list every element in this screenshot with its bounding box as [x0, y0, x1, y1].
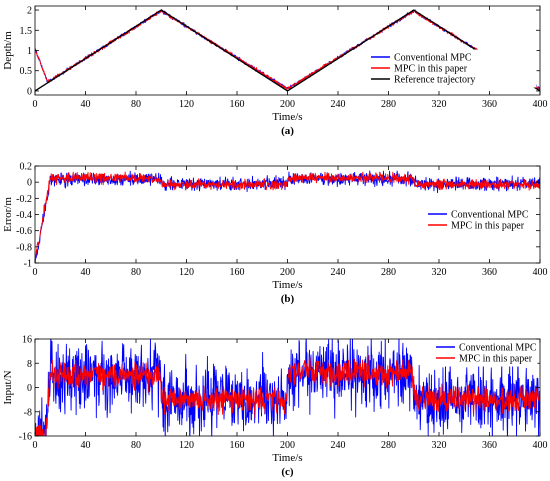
- y-tick-label: -0.4: [16, 210, 32, 221]
- panel-caption: (c): [281, 466, 294, 478]
- x-tick-label: 280: [381, 99, 396, 110]
- x-tick-label: 200: [280, 440, 295, 451]
- series-line-1: [35, 170, 540, 263]
- x-tick-label: 80: [131, 99, 141, 110]
- legend-entry: Reference trajectory: [394, 75, 475, 86]
- legend-entry: MPC in this paper: [451, 221, 525, 232]
- x-tick-label: 200: [280, 267, 295, 278]
- x-tick-label: 360: [482, 267, 497, 278]
- legend-box: [424, 206, 536, 234]
- y-tick-label: 0: [27, 383, 32, 394]
- x-tick-label: 200: [280, 99, 295, 110]
- x-tick-label: 160: [230, 267, 245, 278]
- x-tick-label: 320: [432, 267, 447, 278]
- x-tick-label: 40: [81, 267, 91, 278]
- x-tick-label: 0: [33, 267, 38, 278]
- legend-entry: Conventional MPC: [451, 210, 529, 221]
- series-line-2: [35, 9, 540, 90]
- series-line-3: [35, 9, 540, 92]
- y-tick-label: -1: [24, 259, 32, 270]
- x-tick-label: 120: [179, 267, 194, 278]
- y-axis-label: Error/m: [2, 197, 14, 232]
- y-tick-label: -0.6: [16, 226, 32, 237]
- y-tick-label: 1.5: [20, 26, 33, 37]
- y-tick-label: 0: [27, 86, 32, 97]
- x-tick-label: 40: [81, 440, 91, 451]
- legend-entry: MPC in this paper: [459, 354, 533, 365]
- legend-entry: MPC in this paper: [394, 64, 468, 75]
- x-axis-label: Time/s: [272, 111, 302, 123]
- y-tick-label: 0.2: [20, 162, 33, 173]
- y-tick-label: -8: [24, 407, 32, 418]
- x-tick-label: 320: [432, 440, 447, 451]
- x-tick-label: 400: [533, 267, 548, 278]
- y-tick-label: 1: [27, 46, 32, 57]
- y-tick-label: 8: [27, 359, 32, 370]
- y-axis-label: Input/N: [2, 370, 14, 404]
- x-axis-label: Time/s: [272, 452, 302, 464]
- x-tick-label: 0: [33, 440, 38, 451]
- chart-panel-2: 0 40 80 120 160 200 240 280 320 360 400 -1 -0.8 -0.6 -…: [2, 162, 548, 306]
- x-tick-label: 0: [33, 99, 38, 110]
- x-tick-label: 400: [533, 440, 548, 451]
- x-tick-label: 40: [81, 99, 91, 110]
- chart-panel-1: 0 40 80 120 160 200 240 280 320 360 400 0 0.5 1 1.5 2 Ti…: [2, 6, 548, 137]
- y-tick-label: -16: [19, 432, 32, 443]
- y-tick-label: 16: [22, 335, 32, 346]
- y-tick-label: 2: [27, 6, 32, 17]
- x-tick-label: 160: [230, 99, 245, 110]
- x-tick-label: 280: [381, 267, 396, 278]
- legend-entry: Conventional MPC: [459, 343, 537, 354]
- y-tick-label: -0.8: [16, 242, 32, 253]
- y-tick-label: 0.5: [20, 66, 33, 77]
- series-line-2: [35, 354, 540, 436]
- series-line-2: [35, 171, 540, 262]
- x-axis-label: Time/s: [272, 279, 302, 291]
- x-tick-label: 240: [331, 267, 346, 278]
- y-tick-label: -0.2: [16, 194, 32, 205]
- x-tick-label: 240: [331, 99, 346, 110]
- panel-caption: (b): [281, 293, 295, 305]
- chart-panel-3: 0 40 80 120 160 200 240 280 320 360 400 -16 -8 0 8 16 Ti…: [2, 335, 548, 479]
- x-tick-label: 280: [381, 440, 396, 451]
- x-tick-label: 80: [131, 440, 141, 451]
- x-tick-label: 120: [179, 440, 194, 451]
- y-axis-label: Depth/m: [2, 31, 14, 70]
- legend-entry: Conventional MPC: [394, 53, 472, 64]
- panel-caption: (a): [281, 125, 294, 137]
- y-tick-label: 0: [27, 178, 32, 189]
- x-tick-label: 120: [179, 99, 194, 110]
- legend-box: [432, 339, 538, 367]
- x-tick-label: 400: [533, 99, 548, 110]
- x-tick-label: 160: [230, 440, 245, 451]
- x-tick-label: 360: [482, 99, 497, 110]
- x-tick-label: 360: [482, 440, 497, 451]
- legend-box: [367, 49, 537, 88]
- x-tick-label: 80: [131, 267, 141, 278]
- x-tick-label: 320: [432, 99, 447, 110]
- x-tick-label: 240: [331, 440, 346, 451]
